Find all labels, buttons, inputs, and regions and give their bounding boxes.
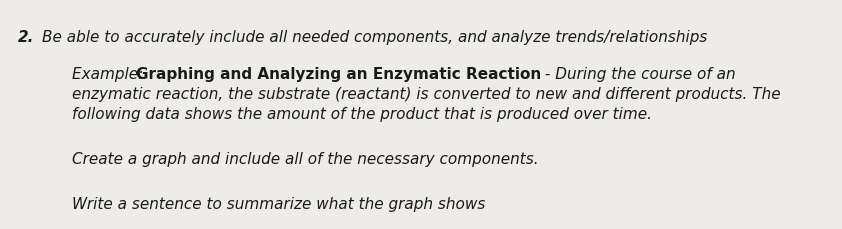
Text: 2.: 2.: [18, 30, 35, 45]
Text: enzymatic reaction, the substrate (reactant) is converted to new and different p: enzymatic reaction, the substrate (react…: [72, 87, 781, 101]
Text: Graphing and Analyzing an Enzymatic Reaction: Graphing and Analyzing an Enzymatic Reac…: [136, 67, 541, 82]
Text: Example:: Example:: [72, 67, 148, 82]
Text: - During the course of an: - During the course of an: [540, 67, 736, 82]
Text: Write a sentence to summarize what the graph shows: Write a sentence to summarize what the g…: [72, 196, 485, 211]
Text: Create a graph and include all of the necessary components.: Create a graph and include all of the ne…: [72, 151, 539, 166]
Text: following data shows the amount of the product that is produced over time.: following data shows the amount of the p…: [72, 106, 652, 121]
Text: Be able to accurately include all needed components, and analyze trends/relation: Be able to accurately include all needed…: [42, 30, 707, 45]
